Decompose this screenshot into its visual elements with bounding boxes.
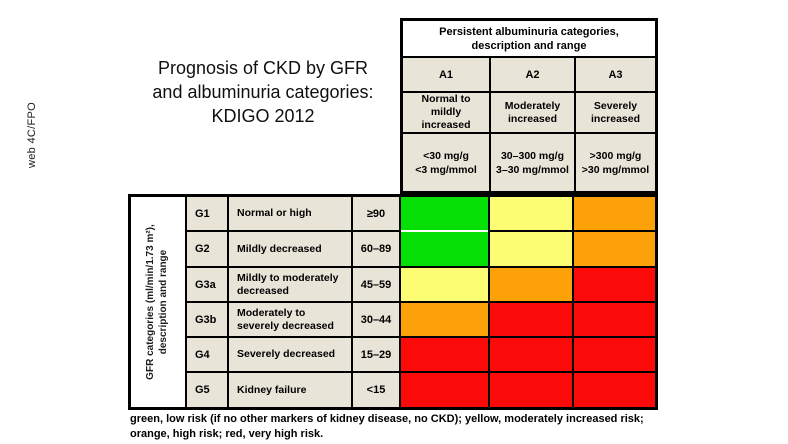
risk-cell-g5-a2 bbox=[490, 373, 572, 407]
row-range-g4: 15–29 bbox=[353, 338, 399, 371]
risk-cell-g3b-a1 bbox=[401, 303, 488, 336]
row-code-g2: G2 bbox=[187, 232, 227, 266]
green-cells-divider-artifact bbox=[401, 230, 488, 232]
column-description-a2: Moderately increased bbox=[491, 93, 574, 132]
risk-cell-g3a-a1 bbox=[401, 268, 488, 301]
row-code-g4: G4 bbox=[187, 338, 227, 371]
risk-cell-g5-a3 bbox=[574, 373, 655, 407]
risk-cell-g2-a3 bbox=[574, 232, 655, 266]
albuminuria-header-table: Persistent albuminuria categories, descr… bbox=[400, 18, 658, 194]
risk-cell-g4-a3 bbox=[574, 338, 655, 371]
column-description-a1: Normal to mildly increased bbox=[403, 93, 489, 132]
row-range-g3a: 45–59 bbox=[353, 268, 399, 301]
column-range-a3: >300 mg/g >30 mg/mmol bbox=[576, 134, 655, 191]
column-range-a2: 30–300 mg/g 3–30 mg/mmol bbox=[491, 134, 574, 191]
gfr-axis-label: GFR categories (ml/min/1.73 m²), descrip… bbox=[145, 224, 169, 380]
column-description-a3: Severely increased bbox=[576, 93, 655, 132]
risk-cell-g3b-a3 bbox=[574, 303, 655, 336]
risk-cell-g3a-a2 bbox=[490, 268, 572, 301]
web-4c-fpo-label: web 4C/FPO bbox=[26, 102, 38, 168]
figure-title: Prognosis of CKD by GFR and albuminuria … bbox=[152, 58, 374, 126]
risk-cell-g4-a1 bbox=[401, 338, 488, 371]
row-code-g3b: G3b bbox=[187, 303, 227, 336]
risk-cell-g3b-a2 bbox=[490, 303, 572, 336]
risk-cell-g1-a2 bbox=[490, 197, 572, 230]
gfr-risk-table: GFR categories (ml/min/1.73 m²), descrip… bbox=[128, 194, 658, 410]
risk-cell-g2-a2 bbox=[490, 232, 572, 266]
albuminuria-table-title: Persistent albuminuria categories, descr… bbox=[403, 21, 655, 56]
risk-color-footnote: green, low risk (if no other markers of … bbox=[130, 413, 644, 440]
column-range-a1: <30 mg/g <3 mg/mmol bbox=[403, 134, 489, 191]
row-code-g3a: G3a bbox=[187, 268, 227, 301]
row-code-g5: G5 bbox=[187, 373, 227, 407]
risk-cell-g1-a3 bbox=[574, 197, 655, 230]
column-header-a2: A2 bbox=[491, 58, 574, 91]
row-description-g3b: Moderately to severely decreased bbox=[229, 303, 351, 336]
risk-cell-g3a-a3 bbox=[574, 268, 655, 301]
gfr-axis-cell: GFR categories (ml/min/1.73 m²), descrip… bbox=[131, 197, 185, 407]
risk-cell-g2-a1 bbox=[401, 232, 488, 266]
row-code-g1: G1 bbox=[187, 197, 227, 230]
row-description-g4: Severely decreased bbox=[229, 338, 351, 371]
row-range-g1: ≥90 bbox=[353, 197, 399, 230]
row-range-g3b: 30–44 bbox=[353, 303, 399, 336]
row-description-g2: Mildly decreased bbox=[229, 232, 351, 266]
column-header-a3: A3 bbox=[576, 58, 655, 91]
row-description-g1: Normal or high bbox=[229, 197, 351, 230]
row-description-g5: Kidney failure bbox=[229, 373, 351, 407]
risk-cell-g1-a1 bbox=[401, 197, 488, 230]
row-range-g5: <15 bbox=[353, 373, 399, 407]
row-range-g2: 60–89 bbox=[353, 232, 399, 266]
row-description-g3a: Mildly to moderately decreased bbox=[229, 268, 351, 301]
risk-cell-g4-a2 bbox=[490, 338, 572, 371]
risk-cell-g5-a1 bbox=[401, 373, 488, 407]
column-header-a1: A1 bbox=[403, 58, 489, 91]
